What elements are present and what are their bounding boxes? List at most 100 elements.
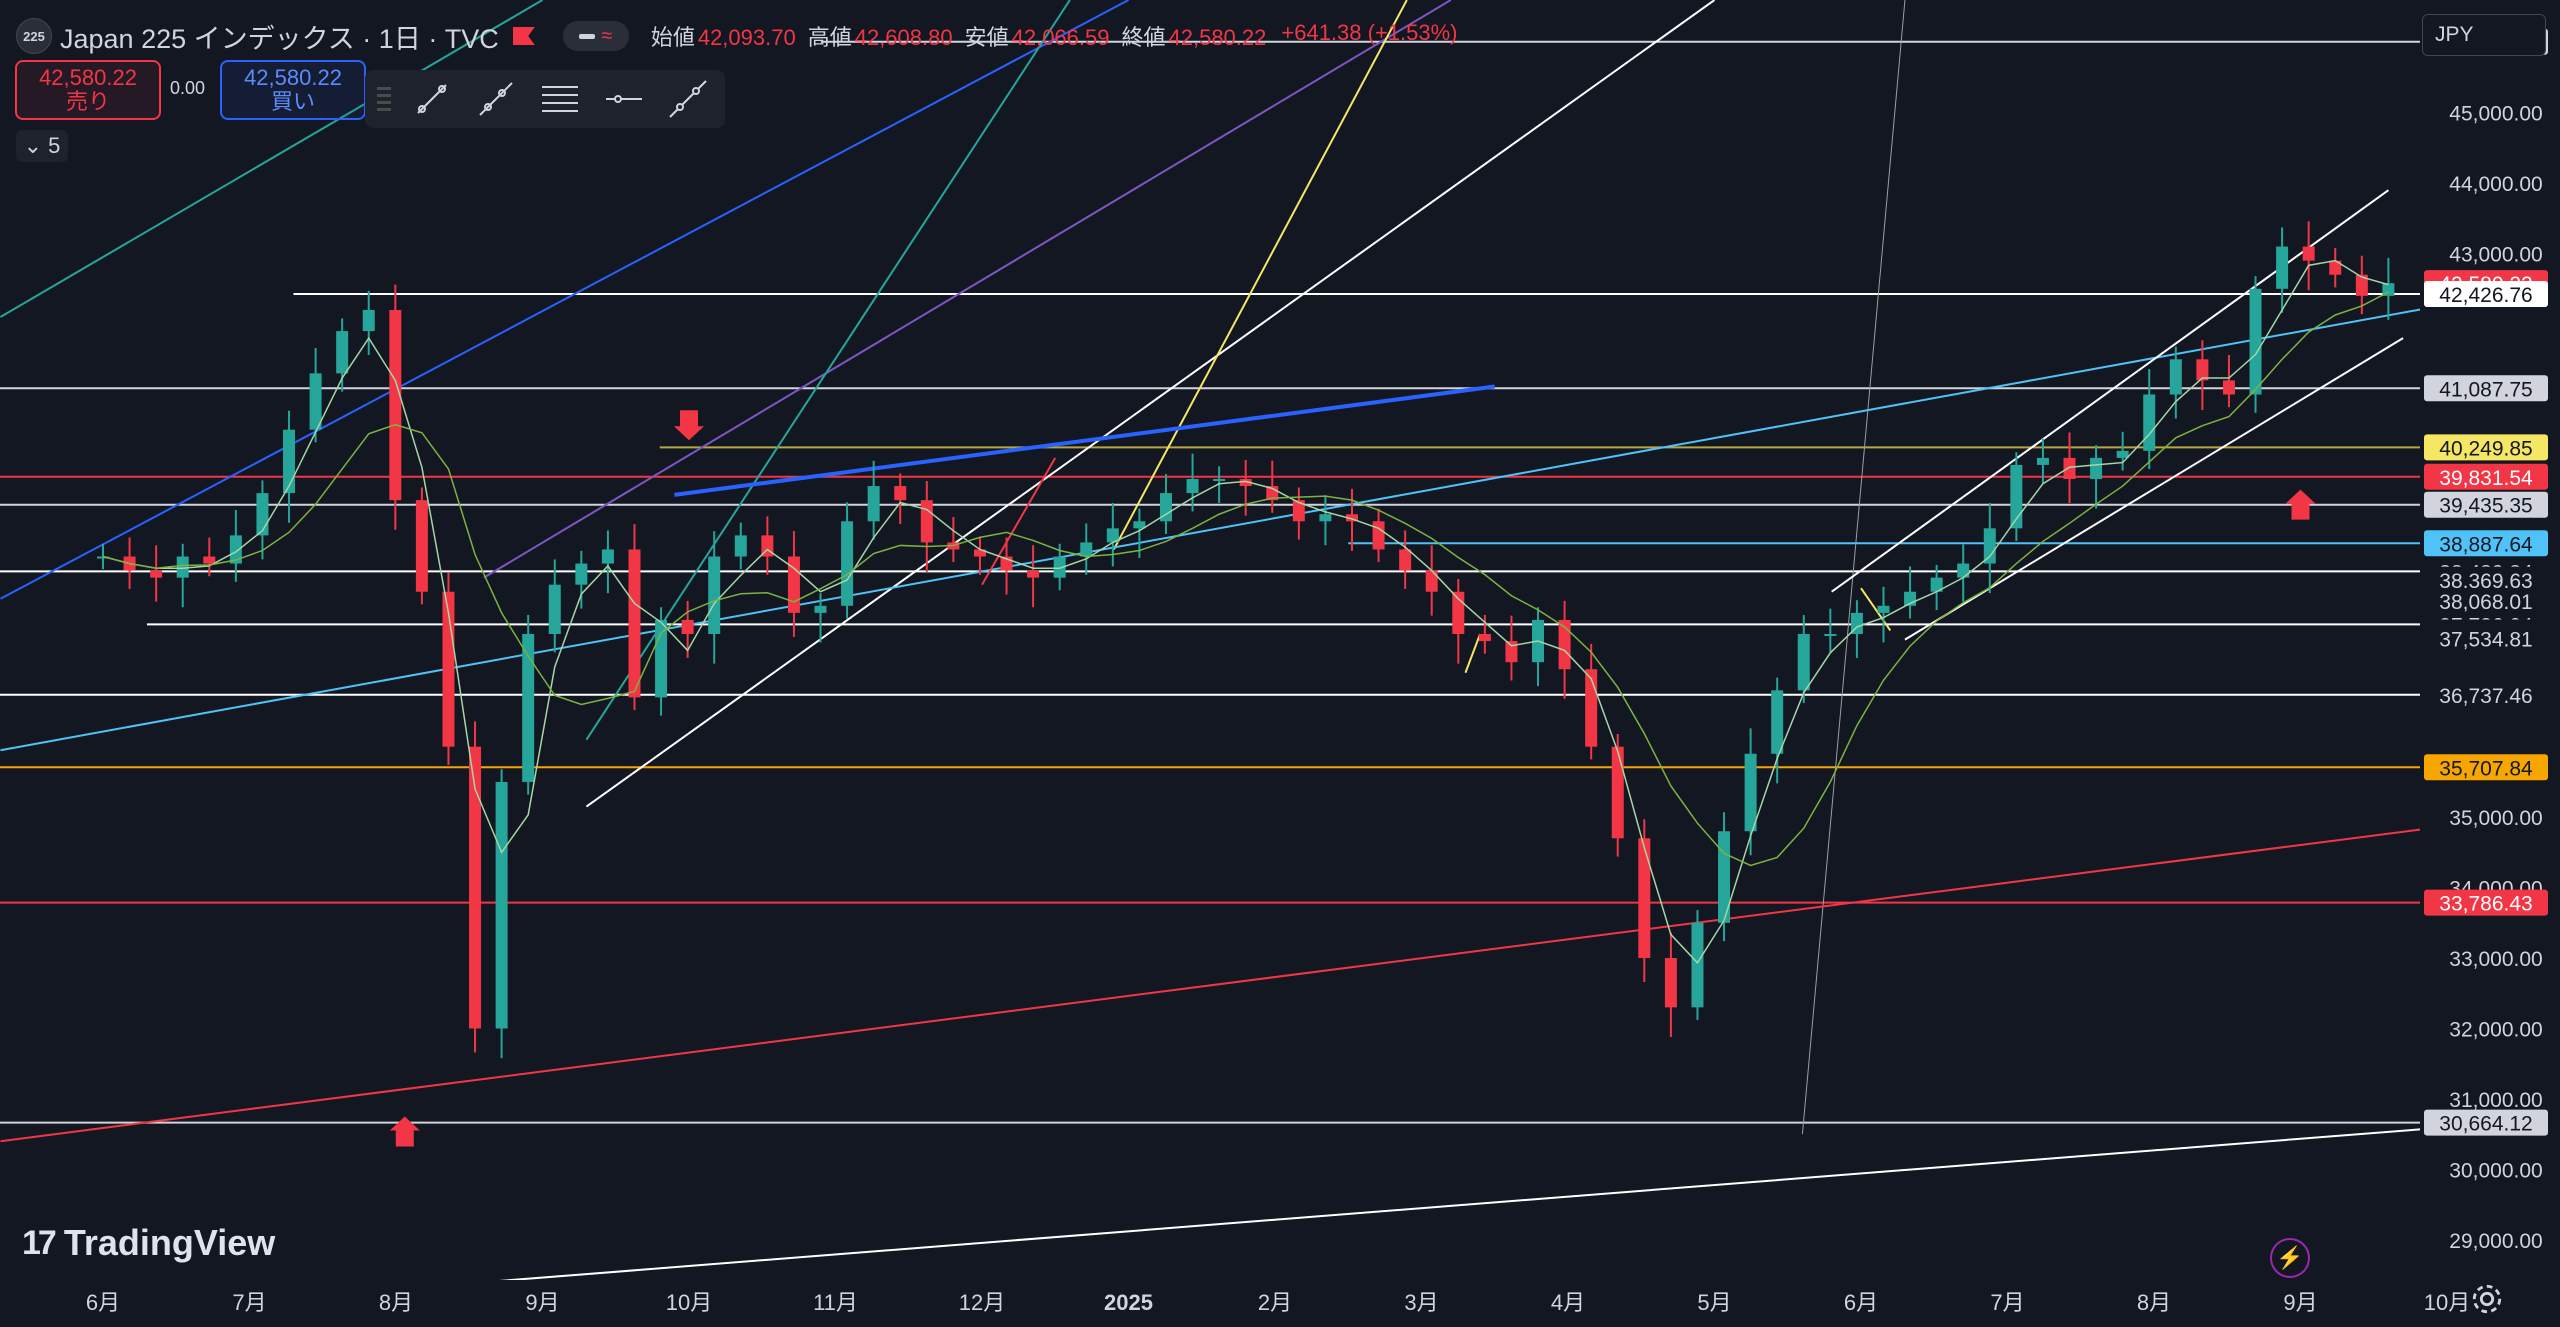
- lightning-icon[interactable]: ⚡: [2270, 1238, 2310, 1278]
- extended-line-icon[interactable]: [665, 76, 711, 122]
- candle-body: [1930, 577, 1943, 592]
- candle-body: [681, 619, 694, 634]
- flag-icon[interactable]: [512, 27, 535, 45]
- spread-value: 0.00: [170, 78, 206, 98]
- y-tick-label: 29,000.00: [2449, 1230, 2542, 1253]
- sell-price: 42,580.22: [39, 65, 137, 90]
- price-label: 37,534.81: [2439, 629, 2532, 652]
- candle-body: [2355, 274, 2368, 296]
- moving-average-long: [102, 291, 2389, 867]
- trend-line: [0, 0, 544, 318]
- price-axis-background: [2420, 0, 2560, 1327]
- candle-body: [2063, 457, 2076, 480]
- price-label-box: [2424, 566, 2548, 593]
- horizontal-line-icon[interactable]: [601, 76, 647, 122]
- price-label: 33,786.43: [2439, 893, 2532, 916]
- y-tick-label: 44,000.00: [2449, 173, 2542, 196]
- candle-body: [97, 556, 109, 559]
- trend-line-icon[interactable]: [409, 76, 455, 122]
- candle-body: [1505, 641, 1518, 663]
- trend-line: [0, 828, 2420, 1143]
- candle-body: [973, 549, 986, 557]
- symbol-title[interactable]: Japan 225 インデックス · 1日 · TVC: [60, 23, 499, 54]
- price-label: 38,369.63: [2439, 570, 2532, 593]
- x-tick-label: 4月: [1551, 1290, 1585, 1315]
- price-label-box: [2424, 375, 2548, 402]
- candle-body: [283, 429, 296, 494]
- indicator-collapse-button[interactable]: ⌄ 5: [16, 130, 68, 162]
- logo-text: TradingView: [63, 1222, 276, 1263]
- candle-body: [1027, 570, 1040, 578]
- buy-button[interactable]: 42,580.22 買い: [220, 60, 366, 120]
- trend-line: [1831, 189, 2389, 593]
- trend-line: [981, 457, 1057, 586]
- candle-body: [229, 535, 242, 564]
- price-label-box: [2424, 625, 2548, 652]
- candle-body: [2036, 457, 2049, 465]
- candle-body: [2276, 246, 2289, 289]
- candle-body: [2329, 260, 2342, 275]
- trend-line: [483, 0, 1452, 579]
- candle-body: [920, 500, 933, 543]
- candle-body: [2382, 283, 2395, 296]
- fib-icon[interactable]: [537, 76, 583, 122]
- symbol-badge[interactable]: 225: [16, 18, 52, 54]
- price-label: 38,887.64: [2439, 533, 2533, 556]
- price-label-box: [2424, 434, 2548, 461]
- indicator-count: 5: [48, 133, 61, 158]
- price-label: 39,831.54: [2439, 467, 2533, 490]
- gear-icon[interactable]: [2470, 1282, 2504, 1316]
- sell-button[interactable]: 42,580.22 売り: [15, 60, 161, 120]
- candle-body: [176, 556, 189, 578]
- currency-selector[interactable]: JPY: [2422, 14, 2546, 56]
- y-tick-label: 31,000.00: [2449, 1089, 2542, 1112]
- x-tick-label: 7月: [1990, 1290, 2024, 1315]
- candle-body: [841, 521, 854, 606]
- x-tick-label: 6月: [86, 1290, 120, 1315]
- x-tick-label: 3月: [1404, 1290, 1438, 1315]
- candle-body: [1399, 549, 1412, 571]
- price-label-box: [2424, 754, 2548, 781]
- price-label: 42,426.76: [2439, 284, 2532, 307]
- ohlc-high: 高値 42,608.80: [807, 25, 953, 50]
- ray-icon[interactable]: [473, 76, 519, 122]
- candle-body: [655, 619, 668, 698]
- ohlc-legend: 始値 42,093.70 高値 42,608.80 安値 42,066.59 終値 42…: [651, 20, 1458, 52]
- price-label-box: [2424, 681, 2548, 708]
- price-label-box: [2424, 280, 2548, 307]
- x-tick-label: 12月: [959, 1290, 1005, 1315]
- chart-header: 225 Japan 225 インデックス · 1日 · TVC ≈ 始値 42,0…: [16, 14, 1458, 58]
- y-tick-label: 45,000.00: [2449, 103, 2542, 126]
- chevron-down-icon: ⌄: [23, 133, 43, 158]
- candle-body: [1558, 619, 1571, 670]
- candle-body: [389, 309, 402, 501]
- trend-line: [1801, 0, 1906, 1135]
- trend-line: [0, 308, 2420, 752]
- candle-body: [2090, 457, 2103, 480]
- x-tick-label: 9月: [2283, 1290, 2317, 1315]
- drag-handle[interactable]: [377, 87, 391, 111]
- candle-body: [1292, 500, 1305, 522]
- y-tick-label: 30,000.00: [2449, 1159, 2542, 1182]
- price-label: 30,664.12: [2439, 1113, 2532, 1136]
- trend-line: [498, 1128, 2420, 1280]
- candle-body: [1797, 634, 1810, 691]
- arrow-down-icon: [674, 410, 704, 441]
- candle-body: [894, 486, 907, 501]
- candle-body: [1345, 514, 1358, 522]
- arrow-up-icon: [389, 1116, 420, 1147]
- candle-body: [1983, 528, 1996, 564]
- tradingview-logo: 17 TradingView: [22, 1222, 275, 1264]
- candle-body: [2249, 288, 2262, 395]
- x-tick-label: 8月: [2137, 1290, 2171, 1315]
- candle-body: [867, 486, 880, 522]
- trend-line: [1112, 0, 1408, 550]
- visibility-toggle[interactable]: ≈: [562, 21, 629, 51]
- candle-body: [1691, 922, 1704, 1008]
- candle-body: [1053, 556, 1066, 578]
- x-tick-label: 7月: [232, 1290, 266, 1315]
- trend-line: [1464, 633, 1482, 674]
- candle-body: [1106, 528, 1119, 543]
